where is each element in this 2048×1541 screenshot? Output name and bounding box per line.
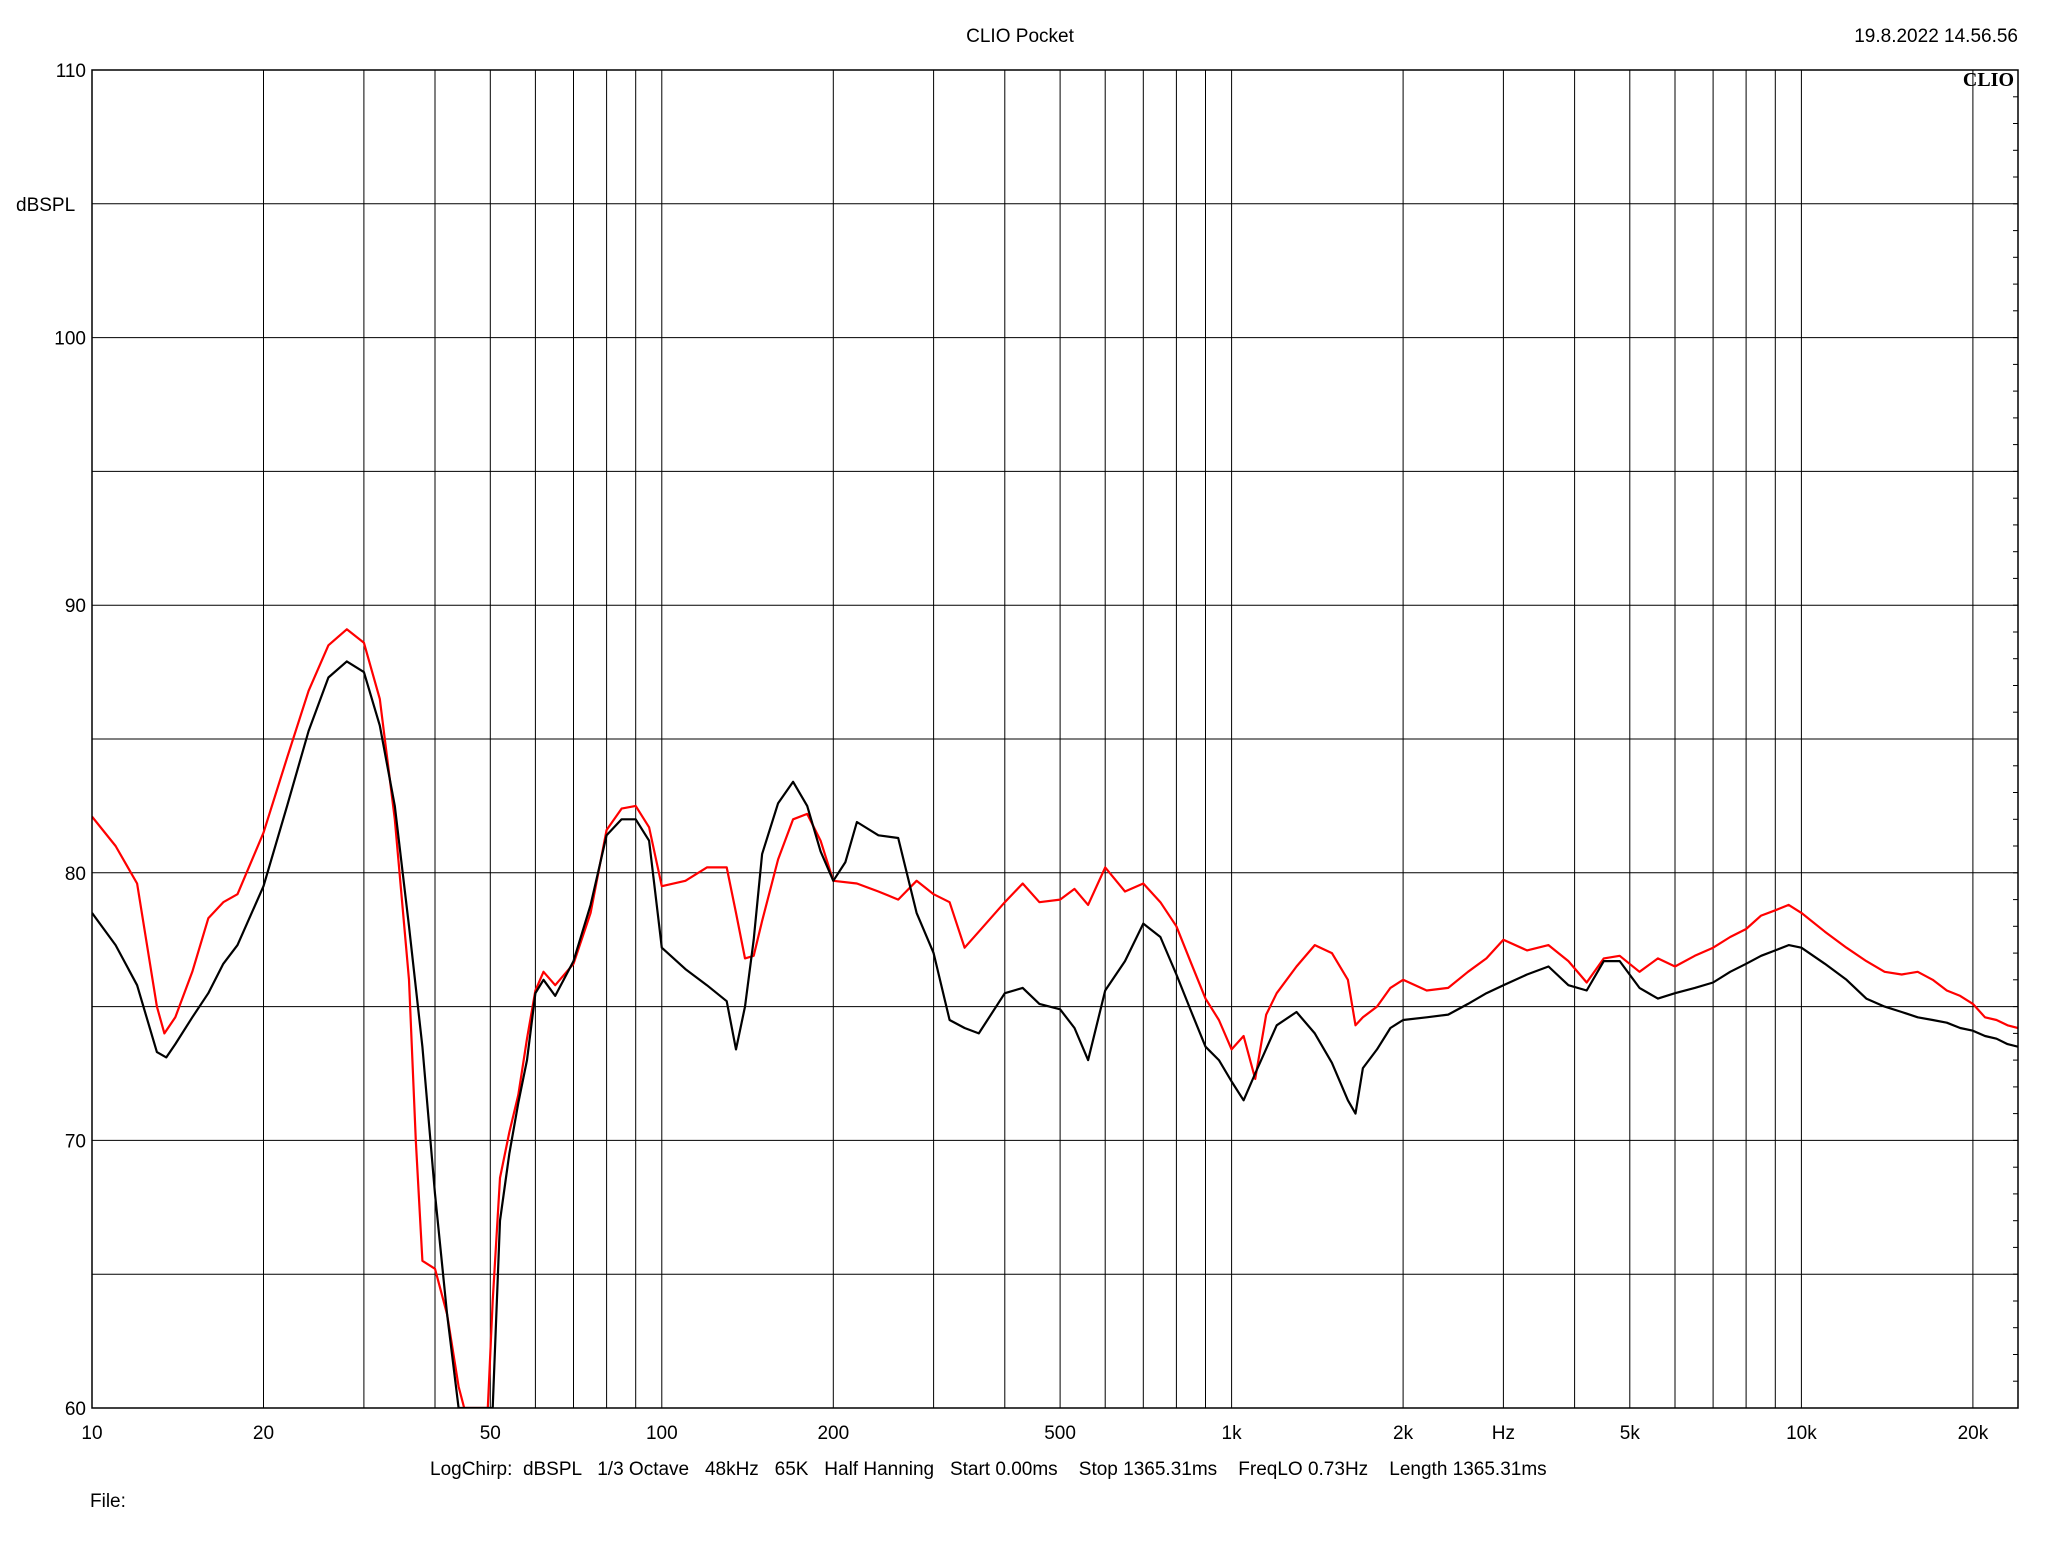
tick-labels: 60 70 80 90 100 110 10 20 50 100 200 500 1k 2k 5k 10k 20… — [54, 61, 1988, 1444]
plot-frame — [91, 69, 2019, 1409]
x-tick-label: 1k — [1222, 1423, 1243, 1444]
y-tick-label: 60 — [65, 1399, 86, 1420]
clio-logo: CLIO — [1963, 69, 2014, 91]
x-axis-unit-label: Hz — [1492, 1423, 1515, 1444]
y-tick-label: 90 — [65, 596, 86, 617]
x-tick-label: 10 — [81, 1423, 102, 1444]
x-tick-label: 200 — [817, 1423, 849, 1444]
x-tick-label: 2k — [1393, 1423, 1414, 1444]
grid — [92, 70, 2018, 1408]
x-tick-label: 100 — [646, 1423, 678, 1444]
x-tick-label: 20 — [253, 1423, 274, 1444]
measurement-settings: LogChirp: dBSPL 1/3 Octave 48kHz 65K Hal… — [430, 1459, 1547, 1480]
chart-title: CLIO Pocket — [966, 26, 1074, 47]
x-tick-label: 500 — [1044, 1423, 1076, 1444]
y-tick-label: 100 — [54, 329, 86, 350]
file-label: File: — [90, 1491, 126, 1512]
x-tick-label: 20k — [1958, 1423, 1989, 1444]
series-line-red — [92, 628, 2018, 1408]
y-tick-label: 110 — [56, 61, 86, 82]
y-axis-label: dBSPL — [16, 195, 75, 216]
measurement-timestamp: 19.8.2022 14.56.56 — [1854, 26, 2018, 47]
y-tick-label: 80 — [65, 864, 86, 885]
x-tick-label: 50 — [480, 1423, 501, 1444]
x-tick-label: 5k — [1620, 1423, 1641, 1444]
series-group — [92, 628, 2018, 1408]
series-line-black — [92, 660, 2018, 1408]
x-tick-label: 10k — [1786, 1423, 1817, 1444]
y-tick-label: 70 — [65, 1131, 86, 1152]
